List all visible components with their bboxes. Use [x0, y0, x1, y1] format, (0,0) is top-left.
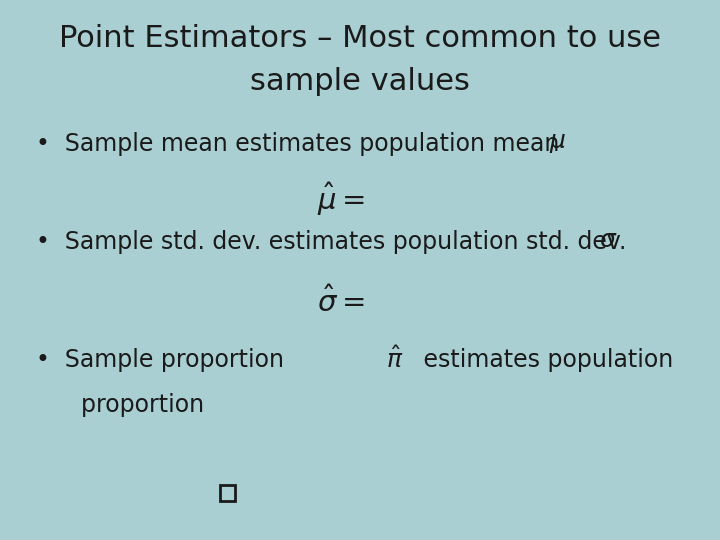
Text: $\hat{\mu}=$: $\hat{\mu}=$ [317, 181, 365, 218]
Text: •  Sample proportion: • Sample proportion [36, 348, 292, 372]
Text: proportion: proportion [81, 393, 211, 417]
Text: sample values: sample values [250, 68, 470, 97]
Text: Point Estimators – Most common to use: Point Estimators – Most common to use [59, 24, 661, 53]
Text: $\hat{\sigma}=$: $\hat{\sigma}=$ [317, 287, 364, 319]
Text: $\sigma$: $\sigma$ [599, 228, 618, 252]
Text: •  Sample std. dev. estimates population std. dev.: • Sample std. dev. estimates population … [36, 230, 642, 253]
Text: $\mu$: $\mu$ [549, 131, 566, 154]
Text: $\hat{\pi}$: $\hat{\pi}$ [386, 347, 403, 373]
Bar [220, 485, 235, 501]
Text: •  Sample mean estimates population mean: • Sample mean estimates population mean [36, 132, 567, 156]
Text: estimates population: estimates population [416, 348, 673, 372]
